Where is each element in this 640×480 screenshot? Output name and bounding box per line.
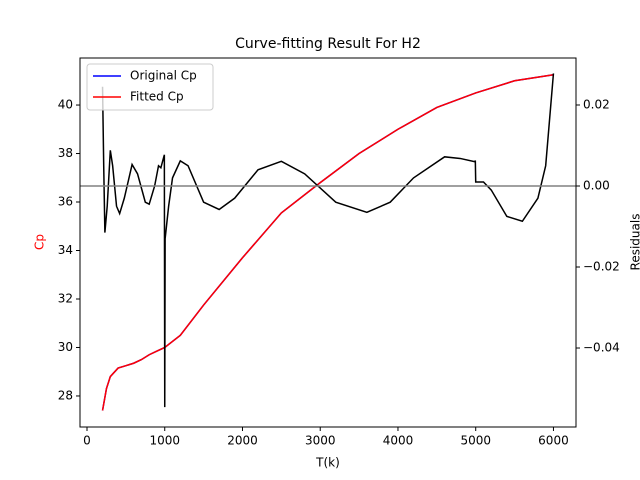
- y-tick-label: 40: [58, 98, 73, 112]
- x-tick-label: 1000: [149, 434, 180, 448]
- x-tick-label: 2000: [227, 434, 258, 448]
- legend-label: Fitted Cp: [130, 90, 184, 104]
- plot-frame: [79, 57, 577, 428]
- y-tick-label: 36: [58, 195, 73, 209]
- residual-line: [101, 73, 555, 408]
- y2-tick-label: −0.02: [583, 260, 620, 274]
- y-tick-label: 32: [58, 291, 73, 305]
- x-axis-label: T(k): [315, 456, 340, 470]
- x-tick-label: 4000: [383, 434, 414, 448]
- x-tick-label: 5000: [460, 434, 491, 448]
- x-tick-label: 6000: [538, 434, 569, 448]
- y2-tick-label: 0.00: [583, 178, 610, 192]
- y-tick-label: 30: [58, 340, 73, 354]
- y2-tick-label: −0.04: [583, 341, 620, 355]
- legend-label: Original Cp: [130, 69, 197, 83]
- y-tick-label: 28: [58, 388, 73, 402]
- x-tick-label: 0: [83, 434, 91, 448]
- y-axis-label: Cp: [33, 234, 47, 250]
- chart-title: Curve-fitting Result For H2: [235, 36, 421, 52]
- y2-axis-label: Residuals: [629, 214, 640, 271]
- y-tick-label: 38: [58, 146, 73, 160]
- series-line: [101, 73, 554, 411]
- x-tick-label: 3000: [305, 434, 336, 448]
- y-tick-label: 34: [58, 243, 73, 257]
- y2-tick-label: 0.02: [583, 97, 610, 111]
